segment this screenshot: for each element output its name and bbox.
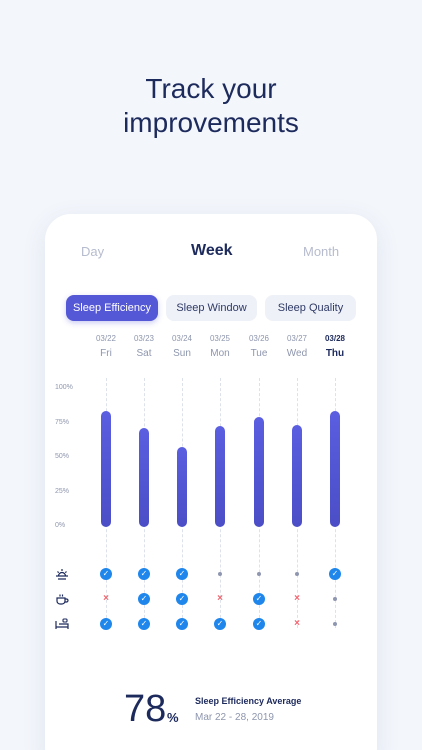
average-value: 78 xyxy=(124,688,167,730)
cross-icon: × xyxy=(103,593,109,604)
day-name: Fri xyxy=(100,348,112,359)
check-icon: ✓ xyxy=(176,593,188,605)
y-tick-label: 0% xyxy=(55,522,66,529)
y-tick-label: 100% xyxy=(55,384,73,391)
day-name: Mon xyxy=(210,348,230,359)
dot-icon xyxy=(218,572,222,576)
metric-filters: Sleep Efficiency Sleep Window Sleep Qual… xyxy=(45,295,377,321)
filter-sleep-quality[interactable]: Sleep Quality xyxy=(265,295,356,321)
headline-line-1: Track your xyxy=(145,73,277,104)
sleep-efficiency-chart: 100% 75% 50% 25% 0% 03/22 Fri 03/23 Sat 03/24 Sun 0… xyxy=(45,334,377,644)
tab-week[interactable]: Week xyxy=(191,242,233,259)
dot-icon xyxy=(295,572,299,576)
period-tabs: Day Week Month xyxy=(45,242,377,268)
y-tick-label: 75% xyxy=(55,418,70,426)
day-date: 03/22 xyxy=(95,334,117,343)
check-icon: ✓ xyxy=(176,618,188,630)
day-name: Tue xyxy=(250,348,268,359)
day-name: Wed xyxy=(286,348,308,359)
check-icon: ✓ xyxy=(138,568,150,580)
headline-line-2: improvements xyxy=(123,107,299,138)
filter-sleep-window[interactable]: Sleep Window xyxy=(166,295,257,321)
day-column-header[interactable]: 03/22 Fri xyxy=(86,334,126,361)
day-date: 03/24 xyxy=(171,334,193,343)
day-column-header[interactable]: 03/23 Sat xyxy=(124,334,164,361)
summary-date-range: Mar 22 - 28, 2019 xyxy=(195,712,274,723)
day-date: 03/25 xyxy=(209,334,231,343)
day-date: 03/23 xyxy=(133,334,155,343)
cross-icon: × xyxy=(294,593,300,604)
habit-row: ✓ ✓ ✓ ✓ ✓ × xyxy=(45,616,377,632)
day-date: 03/28 xyxy=(324,334,346,343)
day-date: 03/26 xyxy=(248,334,270,343)
day-name: Sat xyxy=(136,348,152,359)
efficiency-bar[interactable] xyxy=(177,446,187,527)
tab-month[interactable]: Month xyxy=(303,244,340,259)
day-column-header[interactable]: 03/24 Sun xyxy=(162,334,202,361)
check-icon: ✓ xyxy=(138,618,150,630)
check-icon: ✓ xyxy=(100,568,112,580)
cross-icon: × xyxy=(294,618,300,629)
dot-icon xyxy=(257,572,261,576)
day-name: Sun xyxy=(173,348,191,359)
check-icon: ✓ xyxy=(214,618,226,630)
summary-title: Sleep Efficiency Average xyxy=(195,696,302,706)
efficiency-bar[interactable] xyxy=(139,427,149,527)
check-icon: ✓ xyxy=(253,618,265,630)
check-icon: ✓ xyxy=(329,568,341,580)
habit-row: ✓ ✓ ✓ ✓ xyxy=(45,566,377,582)
efficiency-bar[interactable] xyxy=(254,416,264,527)
coffee-icon xyxy=(54,591,70,607)
check-icon: ✓ xyxy=(138,593,150,605)
tab-day[interactable]: Day xyxy=(81,244,105,259)
y-tick-label: 50% xyxy=(55,453,70,460)
check-icon: ✓ xyxy=(253,593,265,605)
check-icon: ✓ xyxy=(100,618,112,630)
efficiency-bar[interactable] xyxy=(101,411,111,527)
day-date: 03/27 xyxy=(286,334,308,343)
bed-icon xyxy=(54,616,70,632)
day-name: Thu xyxy=(325,348,345,359)
efficiency-bar[interactable] xyxy=(292,424,302,527)
cross-icon: × xyxy=(217,593,223,604)
efficiency-bar[interactable] xyxy=(330,411,340,527)
sunrise-icon xyxy=(54,566,70,582)
efficiency-summary: 78 % Sleep Efficiency Average Mar 22 - 2… xyxy=(45,688,377,738)
dot-icon xyxy=(333,597,337,601)
day-column-header[interactable]: 03/25 Mon xyxy=(200,334,240,361)
stats-card: Day Week Month Sleep Efficiency Sleep Wi… xyxy=(45,214,377,750)
y-tick-label: 25% xyxy=(55,487,70,495)
check-icon: ✓ xyxy=(176,568,188,580)
efficiency-bar[interactable] xyxy=(215,426,225,527)
day-column-header[interactable]: 03/26 Tue xyxy=(239,334,279,361)
dot-icon xyxy=(333,622,337,626)
habit-row: × ✓ ✓ × ✓ × xyxy=(45,591,377,607)
average-unit: % xyxy=(167,710,179,725)
filter-sleep-efficiency[interactable]: Sleep Efficiency xyxy=(66,295,158,321)
day-column-header[interactable]: 03/27 Wed xyxy=(277,334,317,361)
day-column-header[interactable]: 03/28 Thu xyxy=(315,334,355,361)
headline: Track your improvements xyxy=(0,72,422,140)
